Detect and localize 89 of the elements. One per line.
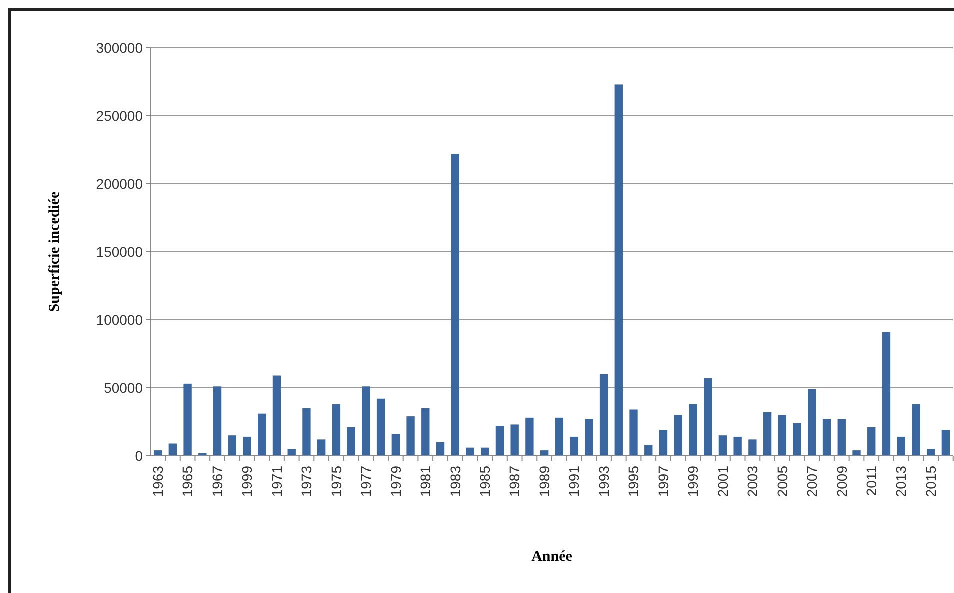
x-tick-label: 2001 bbox=[714, 466, 731, 498]
x-tick-label: 2015 bbox=[922, 466, 939, 498]
y-tick-label: 100000 bbox=[96, 312, 144, 328]
x-tick-label: 1997 bbox=[655, 466, 672, 498]
bar bbox=[734, 436, 742, 456]
bar bbox=[481, 448, 490, 456]
bar bbox=[659, 430, 668, 456]
y-tick-label: 250000 bbox=[96, 108, 144, 124]
bar bbox=[793, 423, 802, 456]
y-tick-label: 300000 bbox=[96, 40, 144, 56]
bar bbox=[228, 436, 236, 456]
bar bbox=[630, 410, 638, 456]
x-tick-label: 2003 bbox=[744, 466, 761, 498]
bar bbox=[540, 450, 549, 456]
x-tick-label: 1999 bbox=[239, 466, 256, 498]
bar bbox=[570, 436, 578, 456]
x-tick-label: 1989 bbox=[536, 466, 552, 498]
bar bbox=[406, 416, 415, 456]
bar bbox=[838, 419, 846, 456]
x-tick-label: 1979 bbox=[388, 466, 404, 498]
x-tick-label: 2005 bbox=[774, 466, 790, 498]
x-tick-label: 1977 bbox=[358, 466, 374, 498]
bar bbox=[392, 434, 400, 456]
x-tick-label: 1971 bbox=[268, 466, 285, 498]
bar bbox=[213, 386, 222, 456]
bar bbox=[466, 448, 474, 456]
x-tick-label: 1999 bbox=[685, 466, 702, 498]
bar bbox=[942, 430, 950, 456]
bar bbox=[168, 444, 178, 456]
bar bbox=[704, 378, 712, 456]
bar bbox=[718, 436, 728, 456]
x-tick-label: 2011 bbox=[864, 466, 880, 496]
x-tick-label: 2013 bbox=[893, 466, 910, 498]
y-tick-label: 50000 bbox=[104, 380, 144, 396]
x-tick-label: 2009 bbox=[834, 466, 850, 498]
x-tick-label: 1991 bbox=[566, 466, 582, 498]
bar bbox=[868, 427, 876, 456]
x-tick-label: 1967 bbox=[209, 466, 226, 498]
bar bbox=[852, 450, 861, 456]
bar bbox=[317, 440, 326, 456]
bar bbox=[436, 442, 445, 456]
bar bbox=[600, 374, 608, 456]
bar bbox=[689, 404, 698, 456]
x-tick-label: 1995 bbox=[626, 466, 642, 498]
bar bbox=[362, 386, 370, 456]
y-tick-label: 200000 bbox=[96, 176, 144, 192]
x-tick-label: 1973 bbox=[298, 466, 315, 498]
bar bbox=[882, 332, 891, 456]
bar bbox=[614, 84, 623, 456]
bar bbox=[555, 418, 564, 456]
x-tick-label: 1981 bbox=[418, 466, 434, 498]
bar bbox=[778, 415, 787, 456]
bar bbox=[376, 398, 386, 456]
bar bbox=[644, 445, 653, 456]
x-tick-label: 2007 bbox=[804, 466, 820, 498]
bar bbox=[243, 436, 252, 456]
bar bbox=[272, 376, 282, 456]
bar bbox=[763, 412, 772, 456]
bar bbox=[332, 404, 341, 456]
y-tick-label: 0 bbox=[135, 448, 144, 464]
bar bbox=[822, 419, 832, 456]
bar bbox=[674, 415, 682, 456]
y-tick-label: 150000 bbox=[96, 244, 144, 260]
bar bbox=[154, 450, 162, 456]
bar bbox=[510, 424, 519, 456]
bar bbox=[808, 389, 816, 456]
y-axis-title: Superficie incediée bbox=[47, 191, 63, 312]
bar bbox=[585, 419, 594, 456]
bar bbox=[897, 436, 906, 456]
bar bbox=[451, 154, 460, 456]
x-tick-label: 1987 bbox=[506, 466, 523, 498]
x-tick-label: 1985 bbox=[477, 466, 494, 498]
bar bbox=[288, 449, 296, 456]
bar bbox=[496, 426, 504, 456]
x-tick-label: 1965 bbox=[180, 466, 196, 498]
bar bbox=[912, 404, 920, 456]
x-axis-title: Année bbox=[532, 549, 573, 565]
bar bbox=[347, 427, 356, 456]
x-tick-label: 1983 bbox=[447, 466, 464, 498]
bar bbox=[748, 440, 757, 456]
bar bbox=[422, 408, 430, 456]
bar bbox=[184, 384, 192, 456]
bar bbox=[926, 449, 936, 456]
bar bbox=[302, 408, 311, 456]
x-tick-label: 1993 bbox=[596, 466, 612, 498]
x-tick-label: 1975 bbox=[328, 466, 344, 498]
bar bbox=[526, 418, 534, 456]
x-tick-label: 1963 bbox=[150, 466, 166, 498]
bar bbox=[258, 414, 266, 456]
